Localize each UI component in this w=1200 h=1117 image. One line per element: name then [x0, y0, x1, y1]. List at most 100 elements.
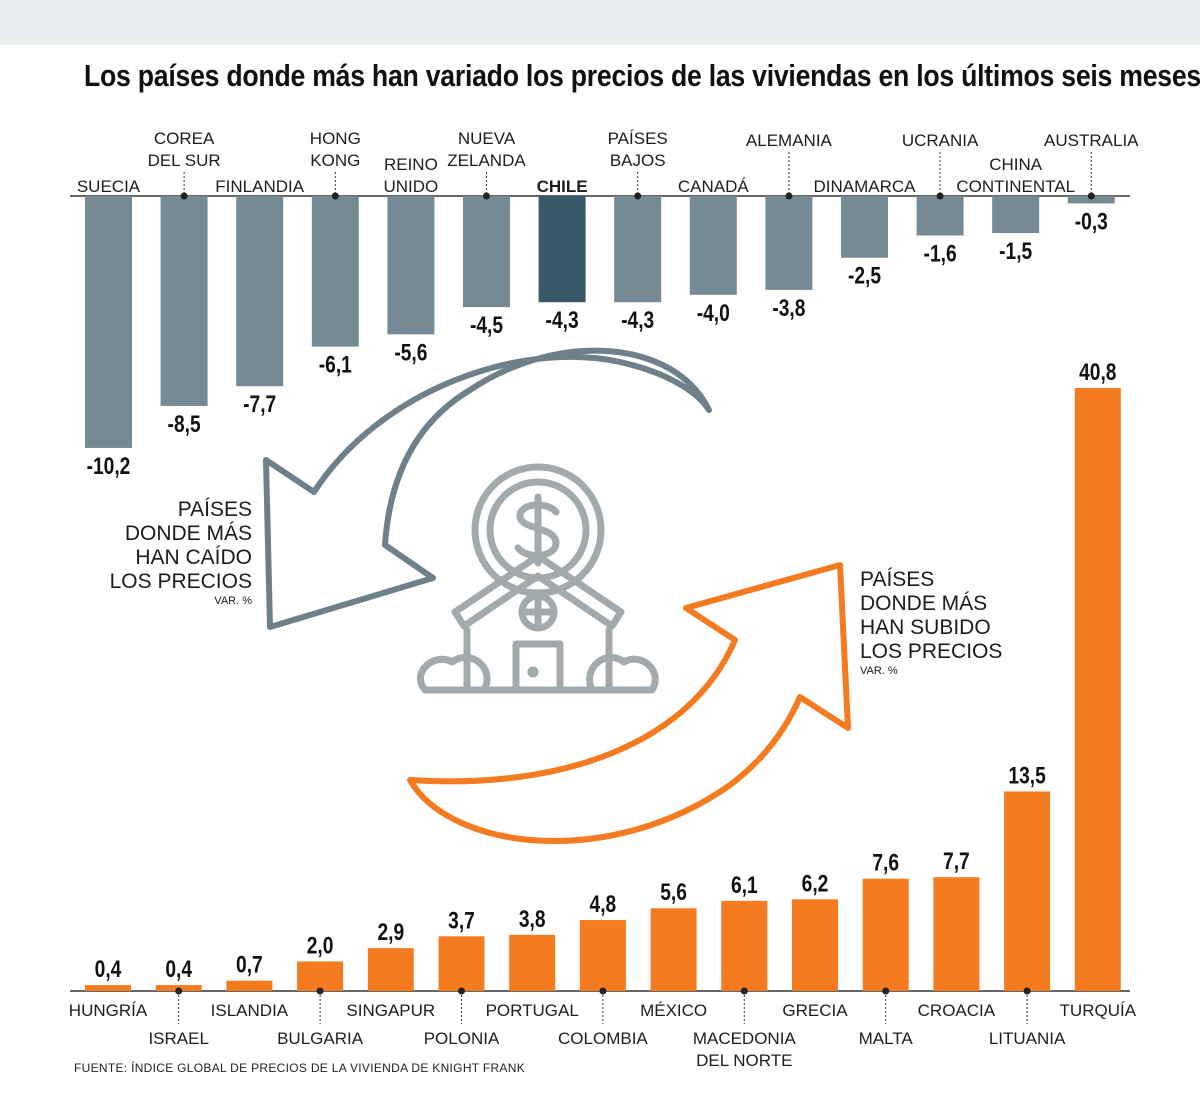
rising-arrow-icon [407, 562, 851, 844]
falling-bar [1067, 196, 1115, 204]
rising-value-label: 2,9 [377, 918, 404, 946]
falling-value-label: -1,5 [999, 237, 1032, 265]
falling-bar [841, 196, 888, 258]
falling-bar [614, 196, 662, 303]
falling-callout-line: HAN CAÍDO [135, 546, 252, 569]
rising-category-label: PORTUGAL [486, 1001, 579, 1020]
falling-category-label: HONG [310, 129, 361, 148]
page-title: Los países donde más han variado los pre… [84, 58, 1200, 93]
falling-category-label: NUEVA [458, 129, 516, 148]
falling-value-label: -2,5 [848, 262, 881, 290]
rising-bar [1004, 791, 1051, 991]
falling-label-dot [180, 192, 188, 200]
rising-value-label: 3,8 [519, 905, 546, 933]
falling-label-dot [331, 192, 339, 200]
falling-bar [236, 196, 284, 387]
falling-category-label: KONG [310, 151, 360, 170]
falling-prices-chart: -10,2 SUECIA -8,5 COREA DEL SUR -7,7 FINLANDIA… [70, 129, 1139, 479]
falling-bar [689, 196, 737, 295]
rising-category-label: BULGARIA [277, 1029, 364, 1048]
rising-value-label: 3,7 [448, 906, 475, 934]
falling-bar [463, 196, 510, 308]
falling-value-label: -4,5 [470, 311, 503, 339]
falling-bar [992, 196, 1040, 234]
rising-callout-line: LOS PRECIOS [860, 640, 1003, 663]
falling-label-dot [785, 192, 793, 200]
falling-value-label: -3,8 [772, 294, 805, 322]
rising-category-label: MACEDONIA [693, 1029, 797, 1048]
rising-prices-chart: 0,4 HUNGRÍA 0,4 ISRAEL 0,7 ISLANDIA 2,0 BULGARI… [69, 358, 1137, 1070]
falling-category-label: PAÍSES [608, 129, 668, 148]
rising-category-label: DEL NORTE [696, 1051, 792, 1070]
rising-category-label: TURQUÍA [1060, 1001, 1137, 1020]
rising-category-label: MALTA [859, 1029, 914, 1048]
rising-bar [650, 908, 697, 991]
falling-bar [916, 196, 964, 236]
rising-category-label: GRECIA [782, 1001, 848, 1020]
falling-category-label: SUECIA [77, 177, 141, 196]
falling-bar [387, 196, 435, 335]
rising-category-label: ISLANDIA [211, 1001, 289, 1020]
rising-bar [1074, 387, 1121, 991]
rising-value-label: 7,7 [943, 847, 970, 875]
rising-bar [226, 980, 273, 991]
falling-label-dot [483, 192, 490, 200]
falling-bar [538, 196, 586, 303]
falling-value-label: -4,0 [697, 299, 730, 327]
rising-category-label: CROACIA [918, 1001, 996, 1020]
rising-value-label: 0,4 [95, 955, 122, 983]
rising-bar [509, 934, 556, 991]
falling-value-label: -8,5 [168, 410, 201, 438]
falling-value-label: -4,3 [546, 306, 579, 334]
falling-callout-line: DONDE MÁS [124, 522, 252, 545]
falling-category-label: FINLANDIA [215, 177, 304, 196]
rising-bar [721, 900, 768, 991]
falling-category-label: COREA [154, 129, 215, 148]
rising-bar [933, 877, 980, 991]
rising-callout-unit: VAR. % [860, 665, 898, 677]
falling-category-label: UNIDO [384, 177, 439, 196]
rising-callout: PAÍSES DONDE MÁS HAN SUBIDO LOS PRECIOS … [860, 568, 1060, 678]
rising-callout-line: DONDE MÁS [860, 592, 988, 615]
rising-value-label: 4,8 [590, 890, 617, 918]
rising-category-label: COLOMBIA [558, 1029, 648, 1048]
falling-category-label: DINAMARCA [813, 177, 916, 196]
falling-callout-line: LOS PRECIOS [109, 570, 252, 593]
rising-value-label: 0,4 [165, 955, 192, 983]
falling-bar [160, 196, 208, 406]
house-dollar-icon [416, 463, 659, 694]
rising-value-label: 6,1 [731, 871, 758, 899]
falling-label-dot [936, 192, 944, 200]
falling-arrow-icon [263, 347, 712, 630]
rising-bar [862, 878, 909, 991]
rising-value-label: 5,6 [660, 878, 687, 906]
falling-value-label: -4,3 [621, 306, 654, 334]
rising-callout-line: PAÍSES [860, 568, 935, 591]
falling-category-label: REINO [384, 155, 438, 174]
falling-value-label: -5,6 [394, 338, 427, 366]
rising-bar [297, 961, 344, 991]
rising-category-label: HUNGRÍA [69, 1001, 148, 1020]
rising-category-label: POLONIA [424, 1029, 500, 1048]
falling-category-label: UCRANIA [902, 131, 979, 150]
rising-category-label: MÉXICO [640, 1001, 707, 1020]
falling-callout-unit: VAR. % [214, 595, 252, 607]
falling-bar [311, 196, 359, 347]
rising-value-label: 7,6 [872, 849, 899, 877]
rising-bar [579, 920, 626, 991]
source-note: FUENTE: ÍNDICE GLOBAL DE PRECIOS DE LA V… [74, 1061, 525, 1075]
falling-bar [85, 196, 132, 448]
rising-bar [438, 936, 485, 991]
falling-category-label: CHILE [537, 177, 588, 196]
falling-category-label: CONTINENTAL [956, 177, 1075, 196]
rising-value-label: 40,8 [1079, 358, 1116, 386]
falling-callout: PAÍSES DONDE MÁS HAN CAÍDO LOS PRECIOS V… [60, 498, 252, 608]
rising-category-label: SINGAPUR [346, 1001, 435, 1020]
falling-value-label: -10,2 [87, 452, 131, 480]
falling-value-label: -7,7 [243, 390, 276, 418]
falling-value-label: -6,1 [319, 351, 352, 379]
falling-label-dot [1087, 192, 1095, 200]
rising-category-label: ISRAEL [148, 1029, 208, 1048]
falling-value-label: -0,3 [1075, 207, 1108, 235]
rising-value-label: 13,5 [1008, 761, 1045, 789]
